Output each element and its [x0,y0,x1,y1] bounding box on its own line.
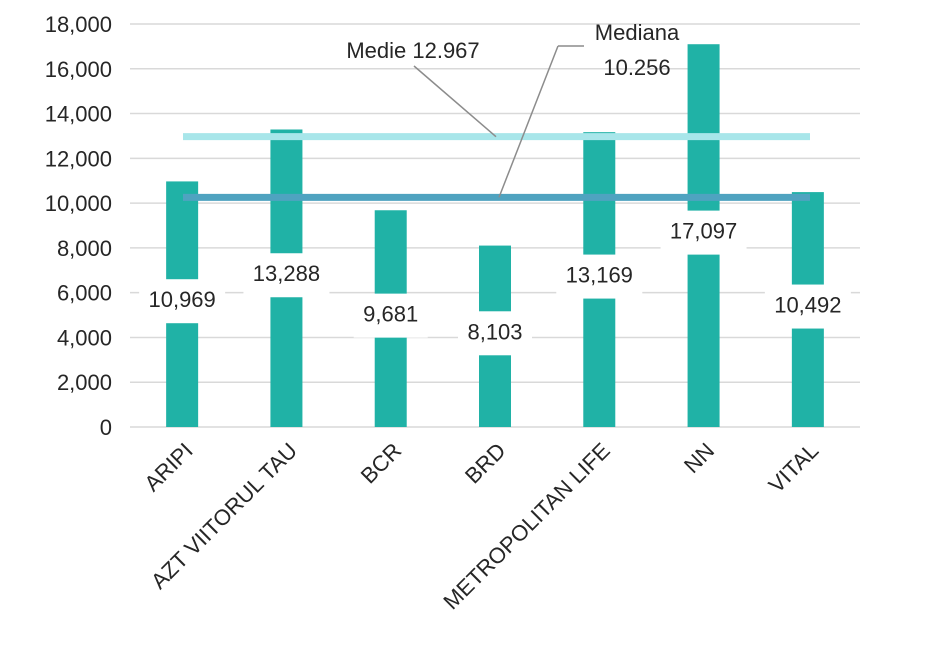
data-label: 13,169 [566,263,633,288]
data-label-background [458,311,532,356]
category-label: VITAL [764,438,824,498]
median-annotation-value: 10.256 [603,55,670,80]
y-tick-label: 8,000 [57,236,112,261]
data-label: 10,492 [774,293,841,318]
y-tick-label: 0 [100,415,112,440]
y-tick-label: 14,000 [45,102,112,127]
category-label: NN [679,438,719,478]
y-tick-label: 16,000 [45,57,112,82]
annotations: Medie 12.967 Mediana 10.256 [346,20,680,198]
y-tick-label: 2,000 [57,370,112,395]
data-label-background [556,254,643,299]
data-label-background [353,293,428,338]
data-label: 17,097 [670,219,737,244]
data-label: 8,103 [467,319,522,344]
y-axis-ticks: 0 2,000 4,000 6,000 8,000 10,000 12,000 14,000 1… [45,12,112,440]
data-label-background [139,279,226,324]
category-label: ARIPI [139,438,197,496]
data-label-background [243,253,330,298]
mean-leader-line [413,65,497,138]
mean-annotation: Medie 12.967 [346,38,479,63]
y-tick-label: 4,000 [57,325,112,350]
data-label-background [764,284,851,329]
data-label-background [660,210,747,255]
y-tick-label: 18,000 [45,12,112,37]
data-label: 9,681 [363,302,418,327]
data-labels: 10,969 13,288 9,681 8,103 13,169 17,097 10,492 [139,210,851,356]
median-leader-line-diagonal [498,45,559,198]
category-label: BRD [460,438,511,489]
y-tick-label: 10,000 [45,191,112,216]
data-label: 10,969 [148,287,215,312]
category-label: METROPOLITAN LIFE [438,438,614,614]
y-tick-label: 12,000 [45,146,112,171]
category-label: BCR [356,438,407,489]
data-label: 13,288 [253,261,320,286]
median-annotation-title: Mediana [595,20,680,45]
y-tick-label: 6,000 [57,281,112,306]
reference-lines [183,133,810,201]
